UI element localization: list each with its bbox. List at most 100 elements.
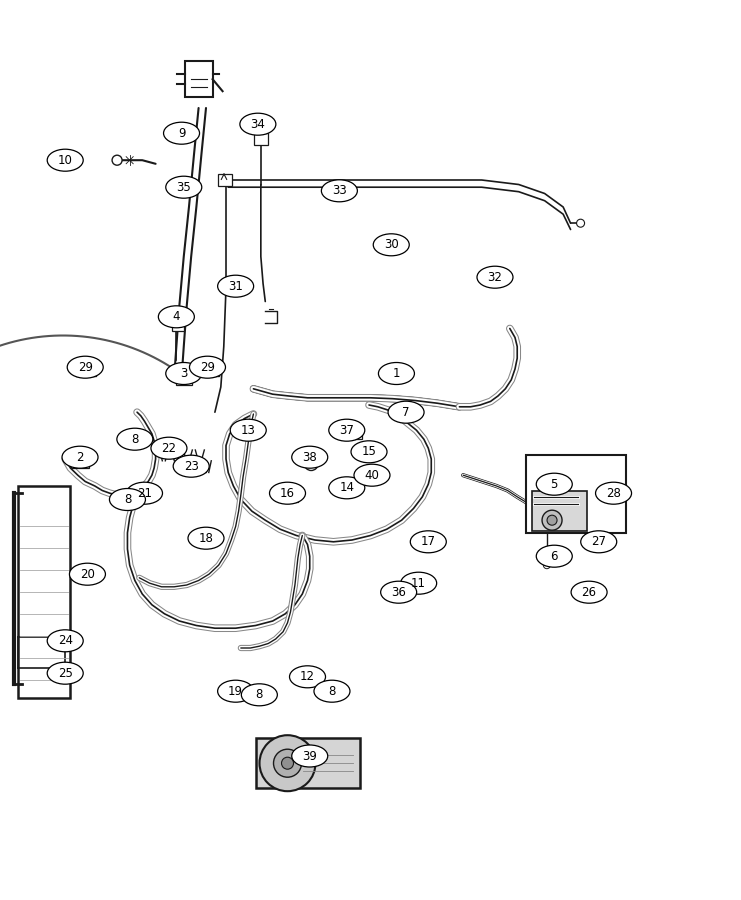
Text: 34: 34 xyxy=(250,118,265,130)
Text: 8: 8 xyxy=(328,685,336,698)
Ellipse shape xyxy=(230,419,266,441)
Text: 6: 6 xyxy=(551,550,558,562)
Bar xyxy=(369,472,383,482)
Bar xyxy=(532,491,587,531)
Text: 7: 7 xyxy=(402,406,410,419)
Circle shape xyxy=(129,433,141,446)
Ellipse shape xyxy=(127,482,162,504)
Circle shape xyxy=(305,456,318,471)
Text: 25: 25 xyxy=(58,667,73,680)
Ellipse shape xyxy=(351,441,387,463)
Ellipse shape xyxy=(62,446,98,468)
Text: 32: 32 xyxy=(488,271,502,284)
Text: 35: 35 xyxy=(176,181,191,194)
Ellipse shape xyxy=(536,473,572,495)
Bar xyxy=(139,488,156,500)
Text: 10: 10 xyxy=(58,154,73,166)
Ellipse shape xyxy=(110,489,145,510)
Bar xyxy=(76,360,96,376)
Text: 8: 8 xyxy=(124,493,131,506)
Ellipse shape xyxy=(292,446,328,468)
Circle shape xyxy=(112,155,122,166)
Ellipse shape xyxy=(240,113,276,135)
Ellipse shape xyxy=(379,363,414,384)
Circle shape xyxy=(543,562,551,569)
Text: 2: 2 xyxy=(76,451,84,464)
Ellipse shape xyxy=(47,149,83,171)
Ellipse shape xyxy=(329,419,365,441)
Text: 40: 40 xyxy=(365,469,379,482)
Text: 5: 5 xyxy=(551,478,558,491)
Circle shape xyxy=(259,735,316,791)
Ellipse shape xyxy=(581,531,617,553)
Text: 16: 16 xyxy=(280,487,295,500)
Circle shape xyxy=(252,687,264,699)
Ellipse shape xyxy=(151,437,187,459)
Text: 14: 14 xyxy=(339,482,354,494)
Bar xyxy=(342,428,362,439)
Bar xyxy=(71,452,89,468)
Ellipse shape xyxy=(329,477,365,499)
Circle shape xyxy=(576,220,585,227)
Text: 1: 1 xyxy=(393,367,400,380)
Bar xyxy=(218,174,232,186)
Bar xyxy=(172,317,184,331)
Circle shape xyxy=(547,515,557,526)
Bar xyxy=(256,738,359,788)
Ellipse shape xyxy=(218,275,253,297)
Ellipse shape xyxy=(571,581,607,603)
Circle shape xyxy=(282,757,293,770)
Ellipse shape xyxy=(270,482,305,504)
Text: 15: 15 xyxy=(362,446,376,458)
Circle shape xyxy=(542,510,562,530)
Text: 31: 31 xyxy=(228,280,243,292)
Ellipse shape xyxy=(536,545,572,567)
Text: 28: 28 xyxy=(606,487,621,500)
Bar xyxy=(176,367,193,385)
Text: 21: 21 xyxy=(137,487,152,500)
Bar xyxy=(254,133,268,145)
Ellipse shape xyxy=(67,356,103,378)
Text: 11: 11 xyxy=(411,577,426,590)
Text: 18: 18 xyxy=(199,532,213,544)
Bar xyxy=(526,454,626,533)
Ellipse shape xyxy=(173,455,209,477)
Circle shape xyxy=(247,430,254,437)
Text: 30: 30 xyxy=(384,238,399,251)
Text: 39: 39 xyxy=(302,750,317,762)
Ellipse shape xyxy=(381,581,416,603)
Ellipse shape xyxy=(166,176,202,198)
Text: 19: 19 xyxy=(228,685,243,698)
Ellipse shape xyxy=(159,306,194,328)
Text: 4: 4 xyxy=(173,310,180,323)
Ellipse shape xyxy=(411,531,446,553)
Ellipse shape xyxy=(166,363,202,384)
Ellipse shape xyxy=(292,745,328,767)
Ellipse shape xyxy=(596,482,631,504)
Ellipse shape xyxy=(322,180,357,202)
Text: 24: 24 xyxy=(58,634,73,647)
Bar xyxy=(282,491,298,502)
Text: 13: 13 xyxy=(241,424,256,436)
Ellipse shape xyxy=(117,428,153,450)
Ellipse shape xyxy=(47,662,83,684)
Circle shape xyxy=(122,493,133,506)
Text: 22: 22 xyxy=(162,442,176,454)
Bar xyxy=(18,486,70,698)
Bar xyxy=(363,447,379,459)
Ellipse shape xyxy=(373,234,409,256)
Ellipse shape xyxy=(188,527,224,549)
Text: 37: 37 xyxy=(339,424,354,436)
Ellipse shape xyxy=(190,356,225,378)
Circle shape xyxy=(78,364,88,374)
Ellipse shape xyxy=(477,266,513,288)
Circle shape xyxy=(273,749,302,778)
Ellipse shape xyxy=(290,666,325,688)
Bar xyxy=(199,360,219,376)
Text: 23: 23 xyxy=(184,460,199,473)
Ellipse shape xyxy=(164,122,199,144)
Text: 33: 33 xyxy=(332,184,347,197)
Text: 29: 29 xyxy=(78,361,93,374)
Ellipse shape xyxy=(242,684,277,706)
Text: 9: 9 xyxy=(178,127,185,140)
